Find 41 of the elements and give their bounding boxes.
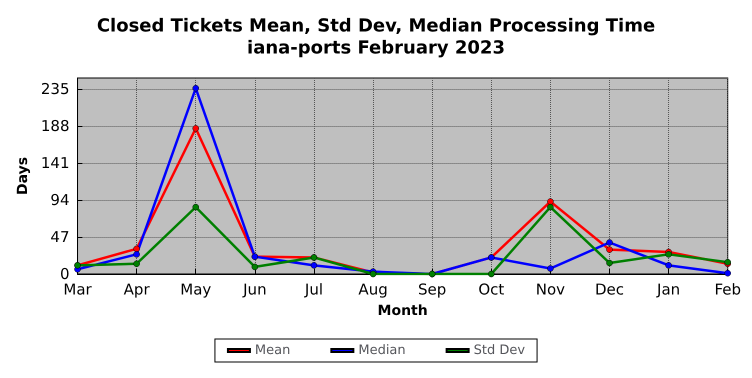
point — [192, 204, 199, 210]
x-tick-label: Jul — [304, 280, 324, 298]
x-tick-label: Apr — [124, 280, 150, 298]
x-tick-label: Jun — [242, 280, 267, 298]
x-tick-label: Jan — [656, 280, 680, 298]
point — [133, 260, 140, 268]
point — [252, 264, 258, 270]
point — [310, 262, 318, 269]
point — [547, 265, 554, 272]
x-tick-label: Dec — [594, 280, 624, 298]
point — [192, 125, 199, 132]
legend-label: Mean — [254, 343, 290, 358]
chart-title: Closed Tickets Mean, Std Dev, Median Processing Time iana-ports February 2023 — [96, 16, 656, 58]
legend-label: Std Dev — [474, 343, 526, 358]
y-tick-label: 0 — [60, 265, 70, 283]
x-tick-label: Feb — [714, 280, 741, 298]
x-tick-label: May — [180, 280, 212, 298]
point — [547, 204, 554, 210]
point — [665, 251, 672, 258]
point — [665, 262, 672, 269]
y-tick-label: 235 — [40, 80, 70, 98]
point — [192, 84, 199, 92]
x-tick-label: Mar — [63, 280, 93, 298]
legend-label: Median — [358, 343, 406, 358]
y-axis-title: Days — [15, 156, 31, 196]
x-axis-title: Month — [378, 303, 428, 319]
y-tick-label: 47 — [50, 228, 70, 246]
point — [606, 239, 613, 246]
point — [488, 270, 495, 278]
y-tick-label: 188 — [40, 117, 70, 136]
x-tick-label: Sep — [418, 280, 446, 298]
y-tick-label: 94 — [50, 191, 70, 210]
point — [606, 246, 613, 253]
point — [606, 260, 613, 266]
x-tick-label: Nov — [536, 280, 566, 298]
point — [133, 246, 140, 252]
x-tick-label: Oct — [478, 280, 504, 298]
x-tick-label: Aug — [358, 280, 388, 298]
point — [133, 251, 140, 258]
point — [547, 198, 554, 205]
y-tick-label: 141 — [40, 154, 70, 172]
